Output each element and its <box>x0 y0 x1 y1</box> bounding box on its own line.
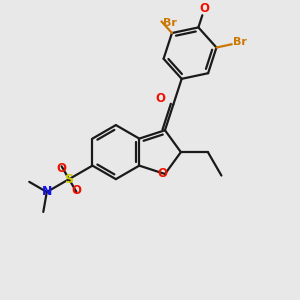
Text: N: N <box>42 185 52 199</box>
Text: O: O <box>157 167 167 181</box>
Text: Br: Br <box>163 18 176 28</box>
Text: O: O <box>71 184 81 197</box>
Text: S: S <box>64 172 74 186</box>
Text: O: O <box>155 92 165 105</box>
Text: O: O <box>200 2 209 15</box>
Text: O: O <box>57 161 67 175</box>
Text: Br: Br <box>233 37 247 47</box>
